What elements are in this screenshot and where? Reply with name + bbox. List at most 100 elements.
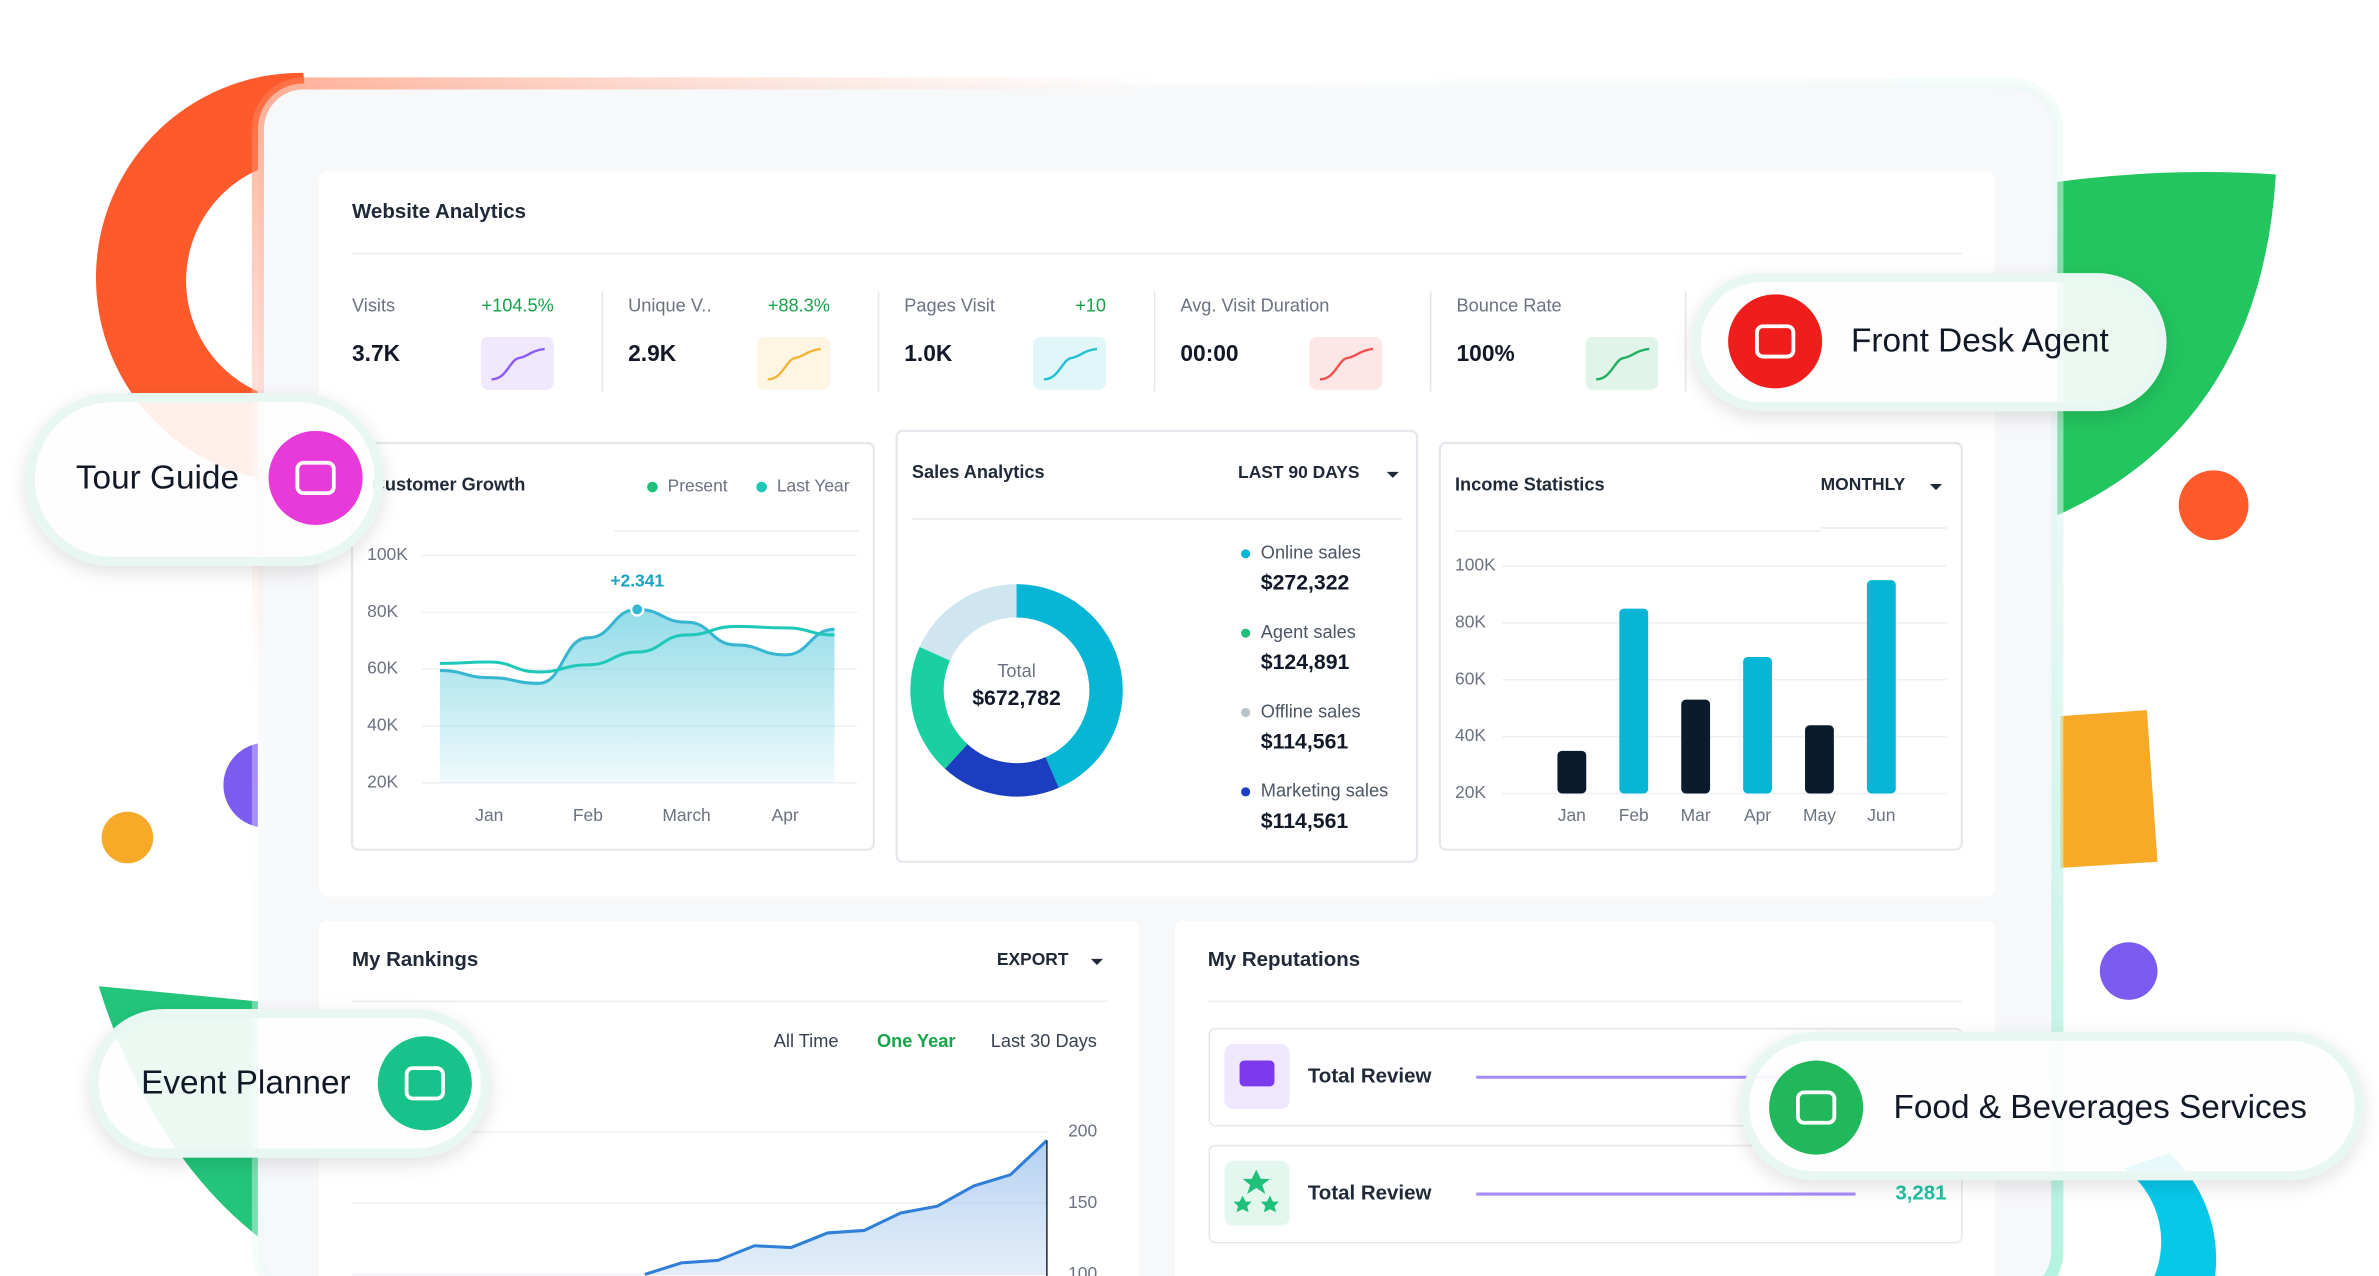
- chart-title: Customer Growth: [372, 474, 526, 494]
- stat-value: 1.0K: [904, 340, 953, 366]
- legend-dot: [1241, 707, 1251, 718]
- stat-label: Pages Visit: [904, 295, 995, 315]
- donut-total: $672,782: [972, 686, 1061, 710]
- y-tick-label: 80K: [1455, 611, 1486, 631]
- sparkline-box: [1309, 336, 1383, 390]
- sparkline-box: [1033, 336, 1107, 390]
- donut-segment: [944, 743, 1059, 797]
- y-tick-label: 40K: [1455, 725, 1486, 745]
- y-tick-label: 100: [1068, 1263, 1097, 1276]
- review-glyph: [1239, 1060, 1275, 1087]
- legend-label: Online sales: [1261, 543, 1361, 563]
- legend-dot: [1241, 787, 1251, 797]
- y-tick-label: 100K: [1455, 555, 1496, 575]
- x-tick-label: Apr: [1744, 805, 1771, 825]
- rankings-panel: [318, 920, 1140, 1276]
- bar: [1805, 725, 1834, 794]
- badge-label: Food & Beverages Services: [1893, 1089, 2306, 1126]
- x-tick-label: Feb: [1619, 805, 1649, 825]
- stat-value: 3.7K: [352, 340, 401, 366]
- annotation: +2.341: [610, 571, 664, 591]
- sparkline-box: [1585, 336, 1659, 390]
- badge-icon: [268, 430, 363, 525]
- sparkline: [767, 347, 821, 381]
- line: [439, 624, 835, 674]
- filter-tab[interactable]: All Time: [774, 1031, 839, 1051]
- stat-label: Bounce Rate: [1457, 295, 1562, 315]
- y-tick-label: 60K: [367, 658, 398, 678]
- x-tick-label: Apr: [772, 805, 799, 825]
- stat-label: Avg. Visit Duration: [1180, 295, 1329, 315]
- y-tick-label: 200: [1068, 1120, 1097, 1140]
- filter-tab[interactable]: One Year: [877, 1031, 956, 1051]
- panel-title: My Rankings: [352, 948, 478, 971]
- y-tick-label: 80K: [367, 601, 398, 621]
- y-tick-label: 20K: [367, 772, 398, 792]
- x-tick-label: Jan: [1558, 805, 1586, 825]
- highlight-point: [630, 602, 645, 617]
- bar: [1866, 580, 1896, 794]
- sparkline: [1319, 347, 1374, 381]
- content: Website Analytics Visits +104.5% 3.7K Unique…: [350, 200, 1963, 1276]
- sparkline: [1043, 347, 1098, 381]
- dropdown-caret: [1090, 958, 1104, 965]
- panel-title: My Reputations: [1208, 948, 1360, 971]
- x-tick-label: May: [1803, 805, 1836, 825]
- legend-value: $272,322: [1261, 571, 1350, 595]
- badges: Tour Guide Front Desk Agent Event Planner F…: [25, 273, 2364, 1181]
- period-select: MONTHLY: [1821, 474, 1906, 494]
- badge-glyph: [404, 1066, 445, 1101]
- stat-change: +104.5%: [481, 295, 553, 315]
- legend-value: $124,891: [1261, 650, 1350, 674]
- stat-label: Visits: [352, 295, 395, 315]
- stat-change: +88.3%: [768, 295, 830, 315]
- panel-title: Website Analytics: [352, 200, 526, 223]
- donut-segment: [910, 646, 968, 769]
- sparkline-box: [757, 336, 830, 390]
- bar: [1557, 750, 1587, 794]
- legend-value: $114,561: [1261, 729, 1349, 753]
- x-tick-label: March: [662, 805, 710, 825]
- y-tick-label: 150: [1068, 1192, 1097, 1212]
- donut-segment: [919, 584, 1018, 662]
- line: [644, 1139, 1048, 1276]
- legend-label: Last Year: [777, 476, 850, 496]
- y-tick-label: 40K: [367, 715, 398, 735]
- y-tick-label: 100K: [367, 544, 408, 564]
- badge: [89, 1008, 491, 1158]
- bar: [1681, 699, 1711, 794]
- bar: [1619, 608, 1649, 794]
- dropdown-caret: [1386, 471, 1399, 478]
- badge: [1691, 273, 2167, 412]
- x-tick-label: Jun: [1867, 805, 1895, 825]
- review-value: 3,281: [1895, 1181, 1946, 1204]
- badge: [1740, 1031, 2364, 1181]
- review-label: Total Review: [1308, 1181, 1432, 1204]
- y-tick-label: 20K: [1455, 782, 1486, 802]
- review-icon: [1224, 1160, 1290, 1226]
- donut-center-label: Total: [997, 661, 1035, 681]
- legend-value: $114,561: [1261, 809, 1349, 833]
- dropdown-caret: [1929, 484, 1943, 491]
- badge-label: Tour Guide: [76, 459, 239, 496]
- area: [644, 1140, 1047, 1275]
- chart-title: Income Statistics: [1455, 474, 1605, 494]
- sparkline-box: [480, 336, 554, 390]
- legend-dot: [756, 481, 767, 493]
- donut-segment: [1016, 584, 1123, 788]
- legend-label: Marketing sales: [1261, 781, 1388, 801]
- legend-label: Present: [668, 476, 728, 496]
- badge-label: Event Planner: [141, 1065, 351, 1102]
- legend-dot: [1241, 549, 1251, 559]
- badge-label: Front Desk Agent: [1851, 323, 2109, 360]
- legend-dot: [647, 481, 658, 493]
- legend-label: Agent sales: [1261, 622, 1356, 642]
- bar: [1743, 656, 1772, 794]
- x-tick-label: Jan: [475, 805, 503, 825]
- area: [439, 609, 835, 783]
- filter-tab[interactable]: Last 30 Days: [991, 1031, 1097, 1051]
- sparkline: [491, 347, 545, 381]
- x-tick-label: Feb: [573, 805, 603, 825]
- x-tick-label: Mar: [1681, 805, 1711, 825]
